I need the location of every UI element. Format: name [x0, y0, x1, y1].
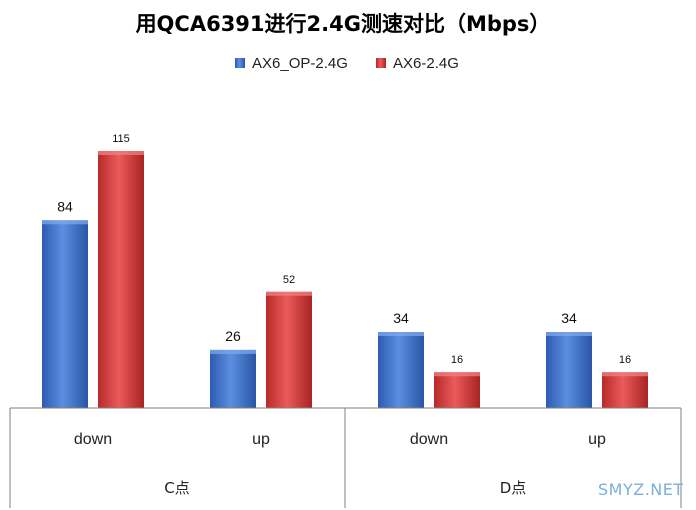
category-label-d-up: up — [588, 431, 606, 448]
legend-swatch-series-1 — [235, 58, 245, 68]
bar-series-2-c-up — [266, 291, 312, 408]
data-label-series-2-c-up: 52 — [283, 274, 295, 286]
data-label-series-2-c-down: 115 — [112, 133, 130, 145]
category-axis: down up down up C点 D点 — [9, 407, 682, 508]
bar-top-highlight-series-2-c-down — [98, 151, 144, 155]
legend-label-series-1: AX6_OP-2.4G — [252, 55, 348, 72]
bar-top-highlight-series-2-d-up — [602, 372, 648, 377]
legend: AX6_OP-2.4G AX6-2.4G — [235, 55, 459, 72]
chart-title: 用QCA6391进行2.4G测速对比（Mbps） — [136, 12, 551, 36]
bar-series-1-d-down — [378, 332, 424, 408]
bar-series-2-d-down — [434, 372, 480, 408]
category-label-c-up: up — [252, 431, 270, 448]
data-label-series-2-d-up: 16 — [619, 354, 631, 366]
legend-swatch-series-2 — [376, 58, 386, 68]
data-label-series-2-d-down: 16 — [451, 354, 463, 366]
group-label-c: C点 — [164, 479, 189, 497]
group-label-d: D点 — [500, 479, 527, 497]
bar-series-1-c-up — [210, 349, 256, 408]
bar-series-2-d-up — [602, 372, 648, 408]
plot-area: 84 26 34 34 115 52 16 16 — [42, 133, 648, 408]
category-label-d-down: down — [410, 431, 448, 448]
data-label-series-1-d-down: 34 — [393, 310, 409, 326]
bar-series-1-c-down — [42, 220, 88, 408]
watermark: SMYZ.NET — [598, 480, 684, 499]
bar-series-1-d-up — [546, 332, 592, 408]
data-label-series-1-c-down: 84 — [57, 198, 73, 214]
bar-top-highlight-series-1-d-down — [378, 332, 424, 337]
legend-label-series-2: AX6-2.4G — [393, 55, 459, 72]
bar-top-highlight-series-2-d-down — [434, 372, 480, 377]
bar-top-highlight-series-1-c-up — [210, 349, 256, 354]
data-label-series-1-c-up: 26 — [225, 328, 241, 344]
category-label-c-down: down — [74, 431, 112, 448]
bar-series-2-c-down — [98, 151, 144, 408]
bar-top-highlight-series-1-d-up — [546, 332, 592, 337]
data-label-series-1-d-up: 34 — [561, 310, 577, 326]
bar-top-highlight-series-2-c-up — [266, 291, 312, 296]
bar-top-highlight-series-1-c-down — [42, 220, 88, 225]
